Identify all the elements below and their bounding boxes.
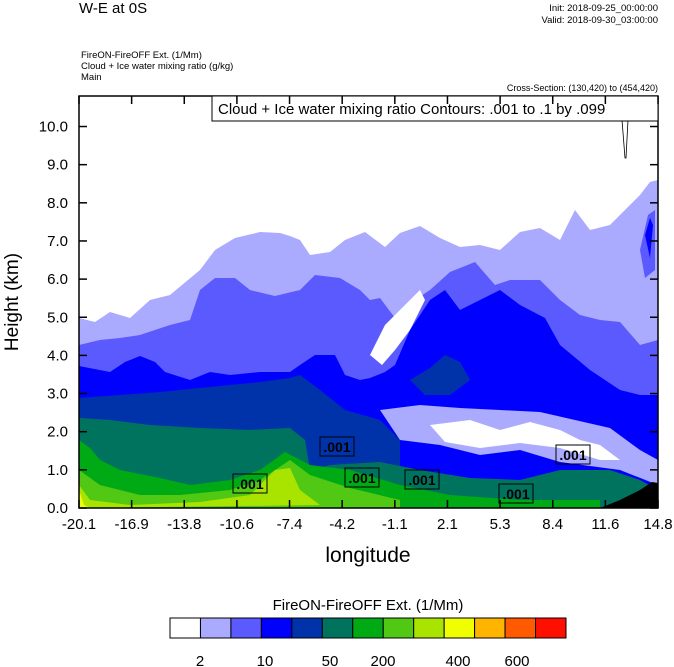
y-tick-label: 3.0	[47, 386, 68, 403]
x-axis-label: longitude	[325, 544, 410, 567]
colorbar-swatch	[504, 617, 537, 639]
colorbar-swatch	[230, 617, 262, 639]
shaded-field	[79, 96, 658, 508]
colorbar-swatch	[474, 617, 506, 639]
shade-level-7	[79, 460, 400, 508]
y-tick-label: 10.0	[39, 119, 68, 136]
colorbar-swatch	[413, 617, 445, 639]
colorbar: 2 10 50 200 400 600	[169, 617, 567, 667]
shade-level-6	[79, 440, 600, 508]
init-time: Init: 2018-09-25_00:00:00	[549, 3, 658, 14]
contour-label: .001	[559, 447, 586, 463]
contour-label-box	[404, 469, 440, 490]
colorbar-swatch	[291, 617, 323, 639]
contour-label: .001	[408, 472, 435, 488]
x-tick-label: -10.6	[220, 516, 254, 533]
y-tick-label: 8.0	[47, 195, 68, 212]
contour-label-box	[319, 436, 355, 457]
y-tick-label: 6.0	[47, 271, 68, 288]
contour-label: .001	[236, 476, 263, 492]
colorbar-swatch	[443, 617, 476, 639]
colorbar-swatch	[260, 617, 293, 639]
x-tick-label: -16.9	[115, 516, 149, 533]
shade-white-right	[430, 420, 620, 460]
x-tick-label: 8.4	[542, 516, 563, 533]
y-tick-label: 7.0	[47, 233, 68, 250]
x-tick-label: -13.8	[167, 516, 201, 533]
contour-label: .001	[348, 470, 375, 486]
x-tick-label: -20.1	[62, 516, 96, 533]
colorbar-swatch	[169, 617, 201, 639]
colorbar-swatch	[352, 617, 384, 639]
shade-level-9	[79, 490, 90, 508]
y-tick-label: 5.0	[47, 309, 68, 326]
shade-white-streak	[370, 290, 425, 365]
x-tick-label: -1.1	[382, 516, 408, 533]
subtitle-contour: Cloud + Ice water mixing ratio (g/kg)	[81, 61, 234, 72]
colorbar-label: 400	[445, 653, 470, 667]
contour-label-box	[555, 444, 591, 465]
plot-title: W-E at 0S	[79, 0, 148, 17]
colorbar-swatch	[199, 617, 232, 639]
y-axis-label: Height (km)	[2, 253, 23, 351]
contour-info-text: Cloud + Ice water mixing ratio Contours:…	[218, 101, 605, 118]
contour-label-box	[344, 467, 380, 488]
y-axis: 0.0 1.0 2.0 3.0 4.0 5.0 6.0 7.0 8.0 9.0 10.0	[39, 119, 658, 517]
y-tick-label: 4.0	[47, 347, 68, 364]
contour-labels: .001 .001 .001 .001 .001 .001	[232, 436, 591, 504]
terrain	[600, 482, 658, 508]
colorbar-title: FireON-FireOFF Ext. (1/Mm)	[273, 597, 464, 614]
colorbar-swatch	[382, 617, 415, 639]
valid-time: Valid: 2018-09-30_03:00:00	[541, 15, 658, 26]
colorbar-swatch	[535, 617, 567, 639]
subtitle-shaded: FireON-FireOFF Ext. (1/Mm)	[81, 50, 202, 61]
contour-label-box	[498, 483, 534, 504]
y-tick-label: 0.0	[47, 500, 68, 517]
colorbar-label: 10	[257, 653, 274, 667]
shade-level-4b	[410, 355, 470, 395]
colorbar-swatch	[321, 617, 354, 639]
contour-label: .001	[502, 486, 529, 502]
x-tick-label: 11.6	[591, 516, 619, 533]
subtitle-domain: Main	[81, 72, 102, 83]
colorbar-label: 50	[322, 653, 339, 667]
colorbar-label: 600	[504, 653, 529, 667]
shade-level-8	[79, 468, 320, 508]
cross-section-label: Cross-Section: (130,420) to (454,420)	[506, 83, 658, 93]
shade-upper-blue-core	[645, 218, 653, 258]
contour-label: .001	[323, 439, 350, 455]
y-tick-label: 1.0	[47, 462, 68, 479]
contour-info-box	[211, 95, 659, 122]
y-tick-label: 9.0	[47, 157, 68, 174]
x-tick-label: 5.3	[490, 516, 511, 533]
y-tick-label: 2.0	[47, 424, 68, 441]
x-tick-label: 2.1	[437, 516, 458, 533]
x-tick-label: -4.2	[329, 516, 355, 533]
x-tick-label: -7.4	[277, 516, 303, 533]
contour-label-box	[232, 473, 268, 494]
x-axis: -20.1 -16.9 -13.8 -10.6 -7.4 -4.2 -1.1 2.1 5.3 8.…	[62, 96, 673, 533]
x-tick-label: 14.8	[643, 516, 672, 533]
colorbar-label: 2	[196, 653, 204, 667]
colorbar-label: 200	[370, 653, 395, 667]
